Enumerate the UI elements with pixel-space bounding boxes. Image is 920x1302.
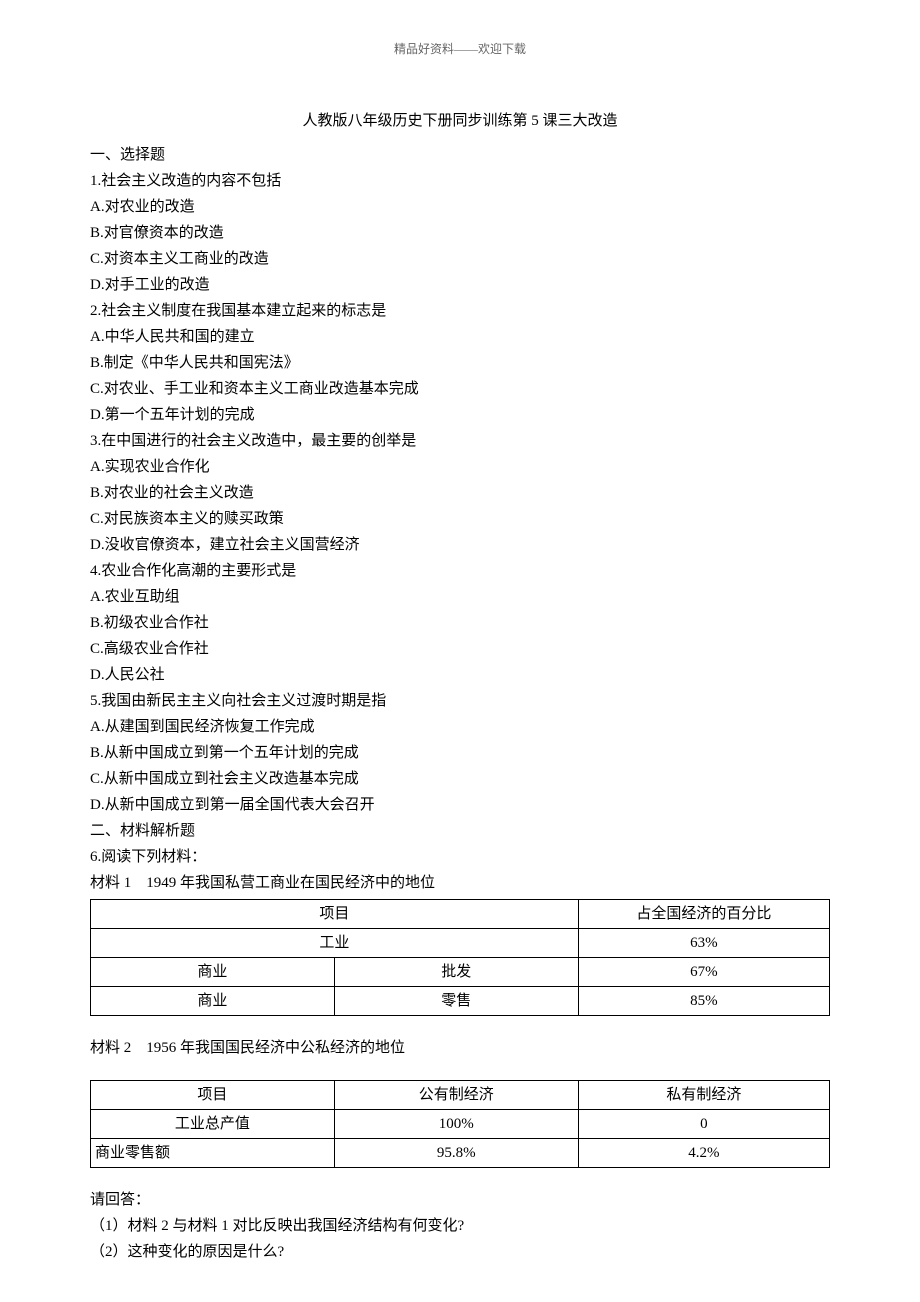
table-cell: 工业总产值 bbox=[91, 1110, 335, 1139]
q3-option-d: D.没收官僚资本，建立社会主义国营经济 bbox=[90, 533, 830, 557]
q4-option-d: D.人民公社 bbox=[90, 663, 830, 687]
document-body: 一、选择题 1.社会主义改造的内容不包括 A.对农业的改造 B.对官僚资本的改造… bbox=[90, 143, 830, 1264]
sub-question-1: （1）材料 2 与材料 1 对比反映出我国经济结构有何变化? bbox=[90, 1214, 830, 1238]
q4-option-c: C.高级农业合作社 bbox=[90, 637, 830, 661]
q3-option-c: C.对民族资本主义的赎买政策 bbox=[90, 507, 830, 531]
question-3: 3.在中国进行的社会主义改造中，最主要的创举是 bbox=[90, 429, 830, 453]
question-5: 5.我国由新民主主义向社会主义过渡时期是指 bbox=[90, 689, 830, 713]
q1-option-b: B.对官僚资本的改造 bbox=[90, 221, 830, 245]
table-row: 项目 公有制经济 私有制经济 bbox=[91, 1081, 830, 1110]
section-2-heading: 二、材料解析题 bbox=[90, 819, 830, 843]
table-cell: 63% bbox=[578, 929, 829, 958]
table-cell: 85% bbox=[578, 987, 829, 1016]
table-row: 工业 63% bbox=[91, 929, 830, 958]
table-header-cell: 项目 bbox=[91, 900, 579, 929]
q5-option-a: A.从建国到国民经济恢复工作完成 bbox=[90, 715, 830, 739]
q4-option-a: A.农业互助组 bbox=[90, 585, 830, 609]
q4-option-b: B.初级农业合作社 bbox=[90, 611, 830, 635]
table-cell: 商业 bbox=[91, 987, 335, 1016]
table-header-cell: 公有制经济 bbox=[334, 1081, 578, 1110]
table-row: 项目 占全国经济的百分比 bbox=[91, 900, 830, 929]
table-row: 商业 零售 85% bbox=[91, 987, 830, 1016]
table-cell: 零售 bbox=[334, 987, 578, 1016]
q3-option-b: B.对农业的社会主义改造 bbox=[90, 481, 830, 505]
material-1-title: 材料 1 1949 年我国私营工商业在国民经济中的地位 bbox=[90, 871, 830, 895]
table-cell: 商业 bbox=[91, 958, 335, 987]
table-cell: 4.2% bbox=[578, 1139, 829, 1168]
section-1-heading: 一、选择题 bbox=[90, 143, 830, 167]
question-6: 6.阅读下列材料： bbox=[90, 845, 830, 869]
question-4: 4.农业合作化高潮的主要形式是 bbox=[90, 559, 830, 583]
table-header-cell: 项目 bbox=[91, 1081, 335, 1110]
q2-option-d: D.第一个五年计划的完成 bbox=[90, 403, 830, 427]
q2-option-a: A.中华人民共和国的建立 bbox=[90, 325, 830, 349]
q3-option-a: A.实现农业合作化 bbox=[90, 455, 830, 479]
q5-option-c: C.从新中国成立到社会主义改造基本完成 bbox=[90, 767, 830, 791]
table-row: 商业零售额 95.8% 4.2% bbox=[91, 1139, 830, 1168]
q5-option-d: D.从新中国成立到第一届全国代表大会召开 bbox=[90, 793, 830, 817]
material-2-title: 材料 2 1956 年我国国民经济中公私经济的地位 bbox=[90, 1036, 830, 1060]
table-cell: 67% bbox=[578, 958, 829, 987]
q1-option-d: D.对手工业的改造 bbox=[90, 273, 830, 297]
table-row: 工业总产值 100% 0 bbox=[91, 1110, 830, 1139]
q5-option-b: B.从新中国成立到第一个五年计划的完成 bbox=[90, 741, 830, 765]
table-header-cell: 私有制经济 bbox=[578, 1081, 829, 1110]
q2-option-b: B.制定《中华人民共和国宪法》 bbox=[90, 351, 830, 375]
table-cell: 95.8% bbox=[334, 1139, 578, 1168]
document-title: 人教版八年级历史下册同步训练第 5 课三大改造 bbox=[90, 109, 830, 133]
table-2: 项目 公有制经济 私有制经济 工业总产值 100% 0 商业零售额 95.8% … bbox=[90, 1080, 830, 1168]
sub-question-2: （2）这种变化的原因是什么? bbox=[90, 1240, 830, 1264]
table-header-cell: 占全国经济的百分比 bbox=[578, 900, 829, 929]
table-cell: 商业零售额 bbox=[91, 1139, 335, 1168]
table-1: 项目 占全国经济的百分比 工业 63% 商业 批发 67% 商业 零售 85% bbox=[90, 899, 830, 1016]
table-row: 商业 批发 67% bbox=[91, 958, 830, 987]
question-2: 2.社会主义制度在我国基本建立起来的标志是 bbox=[90, 299, 830, 323]
table-cell: 批发 bbox=[334, 958, 578, 987]
question-1: 1.社会主义改造的内容不包括 bbox=[90, 169, 830, 193]
table-cell: 工业 bbox=[91, 929, 579, 958]
answer-prompt: 请回答： bbox=[90, 1188, 830, 1212]
table-cell: 0 bbox=[578, 1110, 829, 1139]
q1-option-c: C.对资本主义工商业的改造 bbox=[90, 247, 830, 271]
table-cell: 100% bbox=[334, 1110, 578, 1139]
q2-option-c: C.对农业、手工业和资本主义工商业改造基本完成 bbox=[90, 377, 830, 401]
q1-option-a: A.对农业的改造 bbox=[90, 195, 830, 219]
header-note: 精品好资料——欢迎下载 bbox=[90, 40, 830, 59]
